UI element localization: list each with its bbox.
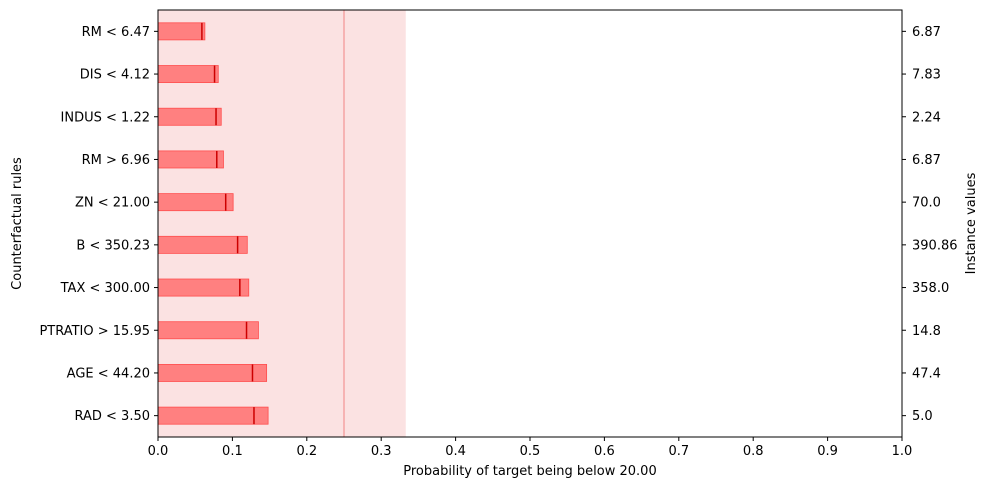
x-tick-label: 1.0	[892, 444, 913, 459]
rule-label: PTRATIO > 15.95	[39, 324, 150, 339]
rule-bar	[157, 22, 206, 41]
y-axis-label-left: Counterfactual rules	[10, 157, 25, 290]
x-axis-label: Probability of target being below 20.00	[403, 464, 656, 479]
x-tick-label: 0.0	[148, 444, 169, 459]
rule-bar	[157, 193, 234, 212]
instance-value-label: 390.86	[912, 238, 958, 253]
instance-value-label: 2.24	[912, 110, 941, 125]
rule-label: TAX < 300.00	[60, 281, 150, 296]
y-axis-label-right: Instance values	[964, 172, 979, 274]
rule-label: ZN < 21.00	[75, 196, 150, 211]
bars-layer	[157, 22, 269, 425]
rule-label: DIS < 4.12	[80, 68, 150, 83]
x-tick-label: 0.6	[594, 444, 615, 459]
x-tick-label: 0.9	[817, 444, 838, 459]
x-tick-label: 0.3	[371, 444, 392, 459]
x-tick-label: 0.1	[222, 444, 243, 459]
rule-label: B < 350.23	[76, 238, 150, 253]
rule-bar	[157, 150, 224, 169]
rule-bar	[157, 278, 250, 297]
instance-value-label: 358.0	[912, 281, 949, 296]
rule-bar	[157, 107, 222, 126]
rule-bar	[157, 364, 268, 382]
x-tick-label: 0.8	[743, 444, 764, 459]
x-tick-label: 0.7	[668, 444, 689, 459]
rule-label: RAD < 3.50	[74, 409, 150, 424]
x-tick-label: 0.5	[520, 444, 541, 459]
instance-value-label: 47.4	[912, 366, 941, 381]
x-ticks-layer: 0.0 0.1 0.2 0.3 0.4 0.5 0.6 0.7 0.8 0.9 1.0	[148, 437, 913, 459]
y-ticks-layer: RM < 6.47 6.87 DIS < 4.12 7.83 INDUS < 1.22 2…	[39, 25, 957, 424]
instance-value-label: 14.8	[912, 324, 941, 339]
instance-value-label: 7.83	[912, 68, 941, 83]
rule-bar	[157, 65, 219, 83]
rule-label: AGE < 44.20	[67, 366, 150, 381]
rule-label: RM > 6.96	[82, 153, 150, 168]
rule-bar	[157, 406, 269, 425]
instance-value-label: 6.87	[912, 153, 941, 168]
rule-label: INDUS < 1.22	[61, 110, 150, 125]
rule-bar	[157, 235, 248, 254]
rule-label: RM < 6.47	[82, 25, 150, 40]
x-tick-label: 0.4	[445, 444, 466, 459]
instance-value-label: 5.0	[912, 409, 933, 424]
x-tick-label: 0.2	[296, 444, 317, 459]
instance-value-label: 6.87	[912, 25, 941, 40]
instance-value-label: 70.0	[912, 196, 941, 211]
rule-bar	[157, 321, 259, 340]
